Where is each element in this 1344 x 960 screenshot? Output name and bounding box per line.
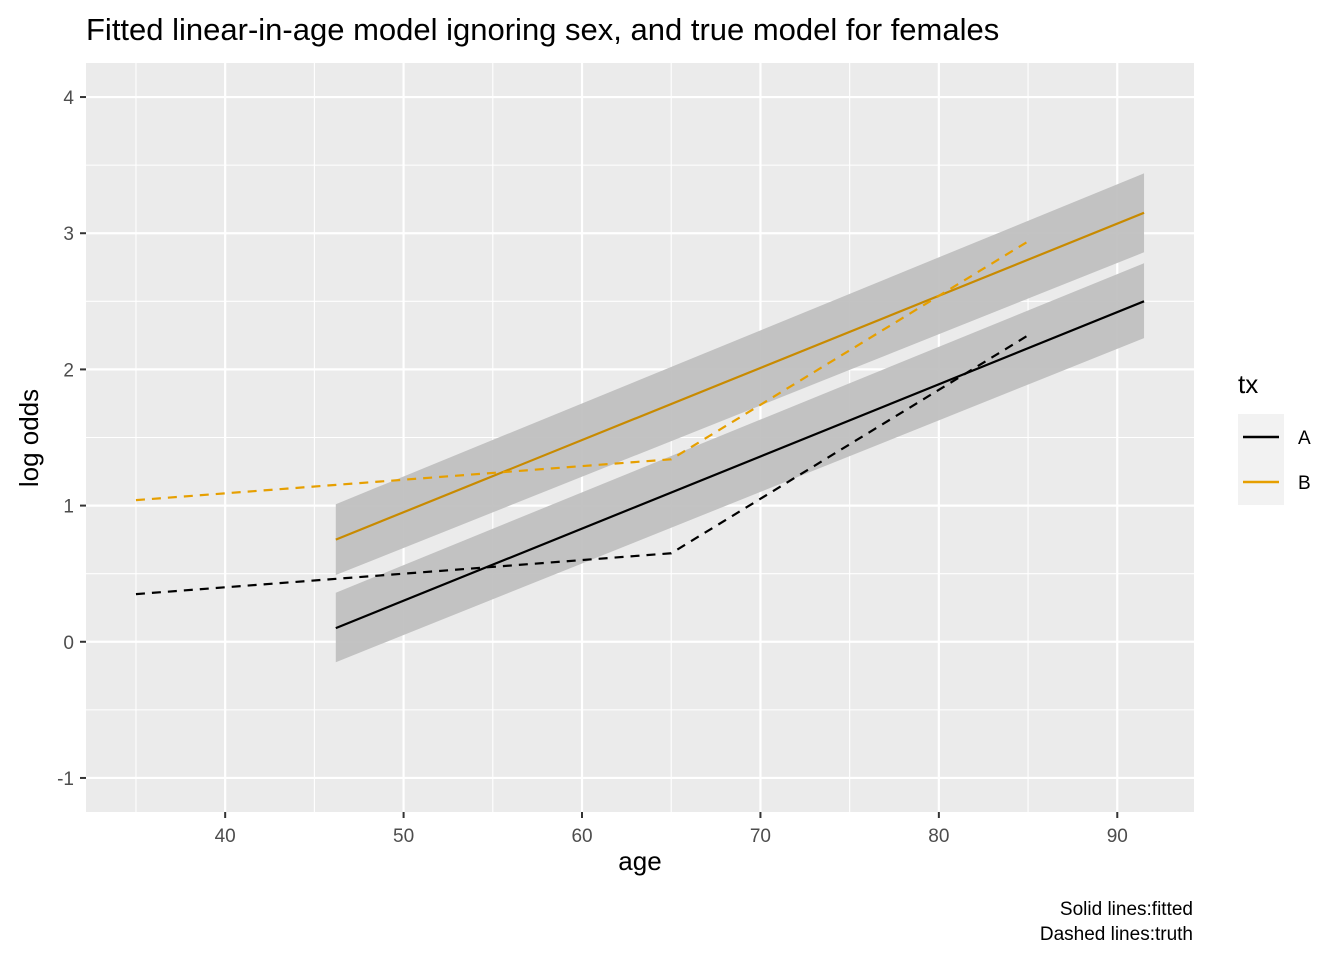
y-axis: -1 0 1 2 3 4 [57, 88, 86, 790]
legend-label-a: A [1298, 428, 1311, 449]
x-tick-label: 70 [750, 826, 771, 847]
y-tick-label: 2 [63, 360, 74, 381]
y-tick-label: 1 [63, 497, 74, 518]
truth-line-a [135, 334, 1029, 596]
truth-line-b [135, 240, 1029, 502]
ribbon-b [335, 173, 1145, 576]
y-tick-label: 3 [63, 224, 74, 245]
fitted-line-a [335, 300, 1145, 630]
y-tick-label: 4 [63, 88, 74, 109]
y-tick-label: 0 [63, 633, 74, 654]
legend: tx A B [1238, 369, 1311, 505]
series-lines [135, 211, 1145, 630]
caption-line-2: Dashed lines:truth [1040, 924, 1193, 945]
x-tick-label: 50 [393, 826, 414, 847]
x-tick-label: 40 [215, 826, 236, 847]
legend-label-b: B [1298, 473, 1311, 494]
chart-title: Fitted linear-in-age model ignoring sex,… [86, 12, 999, 47]
fitted-line-b [335, 211, 1145, 541]
x-tick-label: 90 [1107, 826, 1128, 847]
x-tick-label: 80 [928, 826, 949, 847]
x-tick-label: 60 [571, 826, 592, 847]
legend-title: tx [1238, 369, 1258, 399]
y-axis-title: log odds [14, 389, 44, 487]
y-tick-label: -1 [57, 769, 74, 790]
x-axis: 40 50 60 70 80 90 [215, 812, 1128, 847]
caption-line-1: Solid lines:fitted [1060, 899, 1193, 920]
x-axis-title: age [618, 846, 661, 876]
